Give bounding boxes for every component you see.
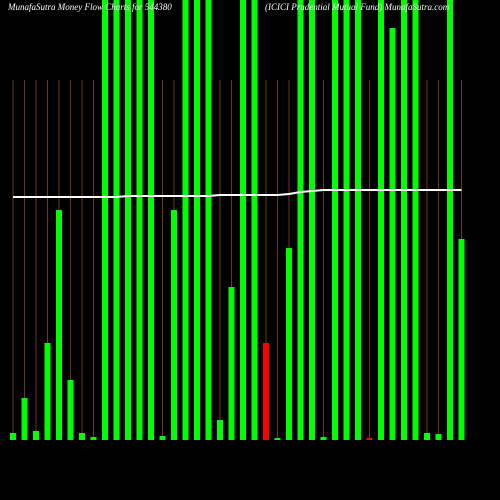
- chart-title: MunafaSutra Money Flow Charts for 544380: [7, 2, 172, 12]
- bar: [297, 0, 304, 440]
- bar: [182, 0, 189, 440]
- bar: [424, 433, 430, 440]
- chart-subtitle: (ICICI Prudential Mutual Fund) MunafaSut…: [265, 2, 450, 12]
- bar: [320, 437, 327, 440]
- bar: [148, 0, 154, 440]
- bar: [217, 420, 223, 440]
- bar: [136, 0, 143, 440]
- bar: [401, 0, 407, 440]
- bar: [113, 0, 120, 440]
- bar: [159, 436, 166, 440]
- bar: [10, 433, 16, 440]
- bar: [274, 438, 281, 440]
- bar: [286, 248, 292, 440]
- bar: [56, 210, 62, 440]
- bar: [79, 433, 85, 440]
- bar: [90, 437, 97, 440]
- bar: [228, 287, 235, 440]
- bar: [125, 0, 131, 440]
- bar: [205, 0, 212, 440]
- bar: [355, 0, 361, 440]
- bar: [21, 398, 28, 440]
- bar: [240, 0, 246, 440]
- bar: [332, 0, 338, 440]
- bar: [102, 0, 108, 440]
- bar: [263, 343, 269, 440]
- bar: [194, 0, 200, 440]
- bar: [171, 210, 177, 440]
- bars: [10, 0, 465, 440]
- bar: [435, 434, 442, 440]
- bar: [389, 28, 396, 440]
- bar: [67, 380, 74, 440]
- bar: [33, 431, 39, 440]
- bar: [251, 0, 258, 440]
- bar: [44, 343, 51, 440]
- bar: [343, 0, 350, 440]
- money-flow-line: [13, 189, 462, 198]
- bar: [309, 0, 315, 440]
- bar: [447, 0, 453, 440]
- bar: [412, 0, 419, 440]
- bar: [366, 438, 373, 440]
- bar: [378, 0, 384, 440]
- bar: [458, 239, 465, 440]
